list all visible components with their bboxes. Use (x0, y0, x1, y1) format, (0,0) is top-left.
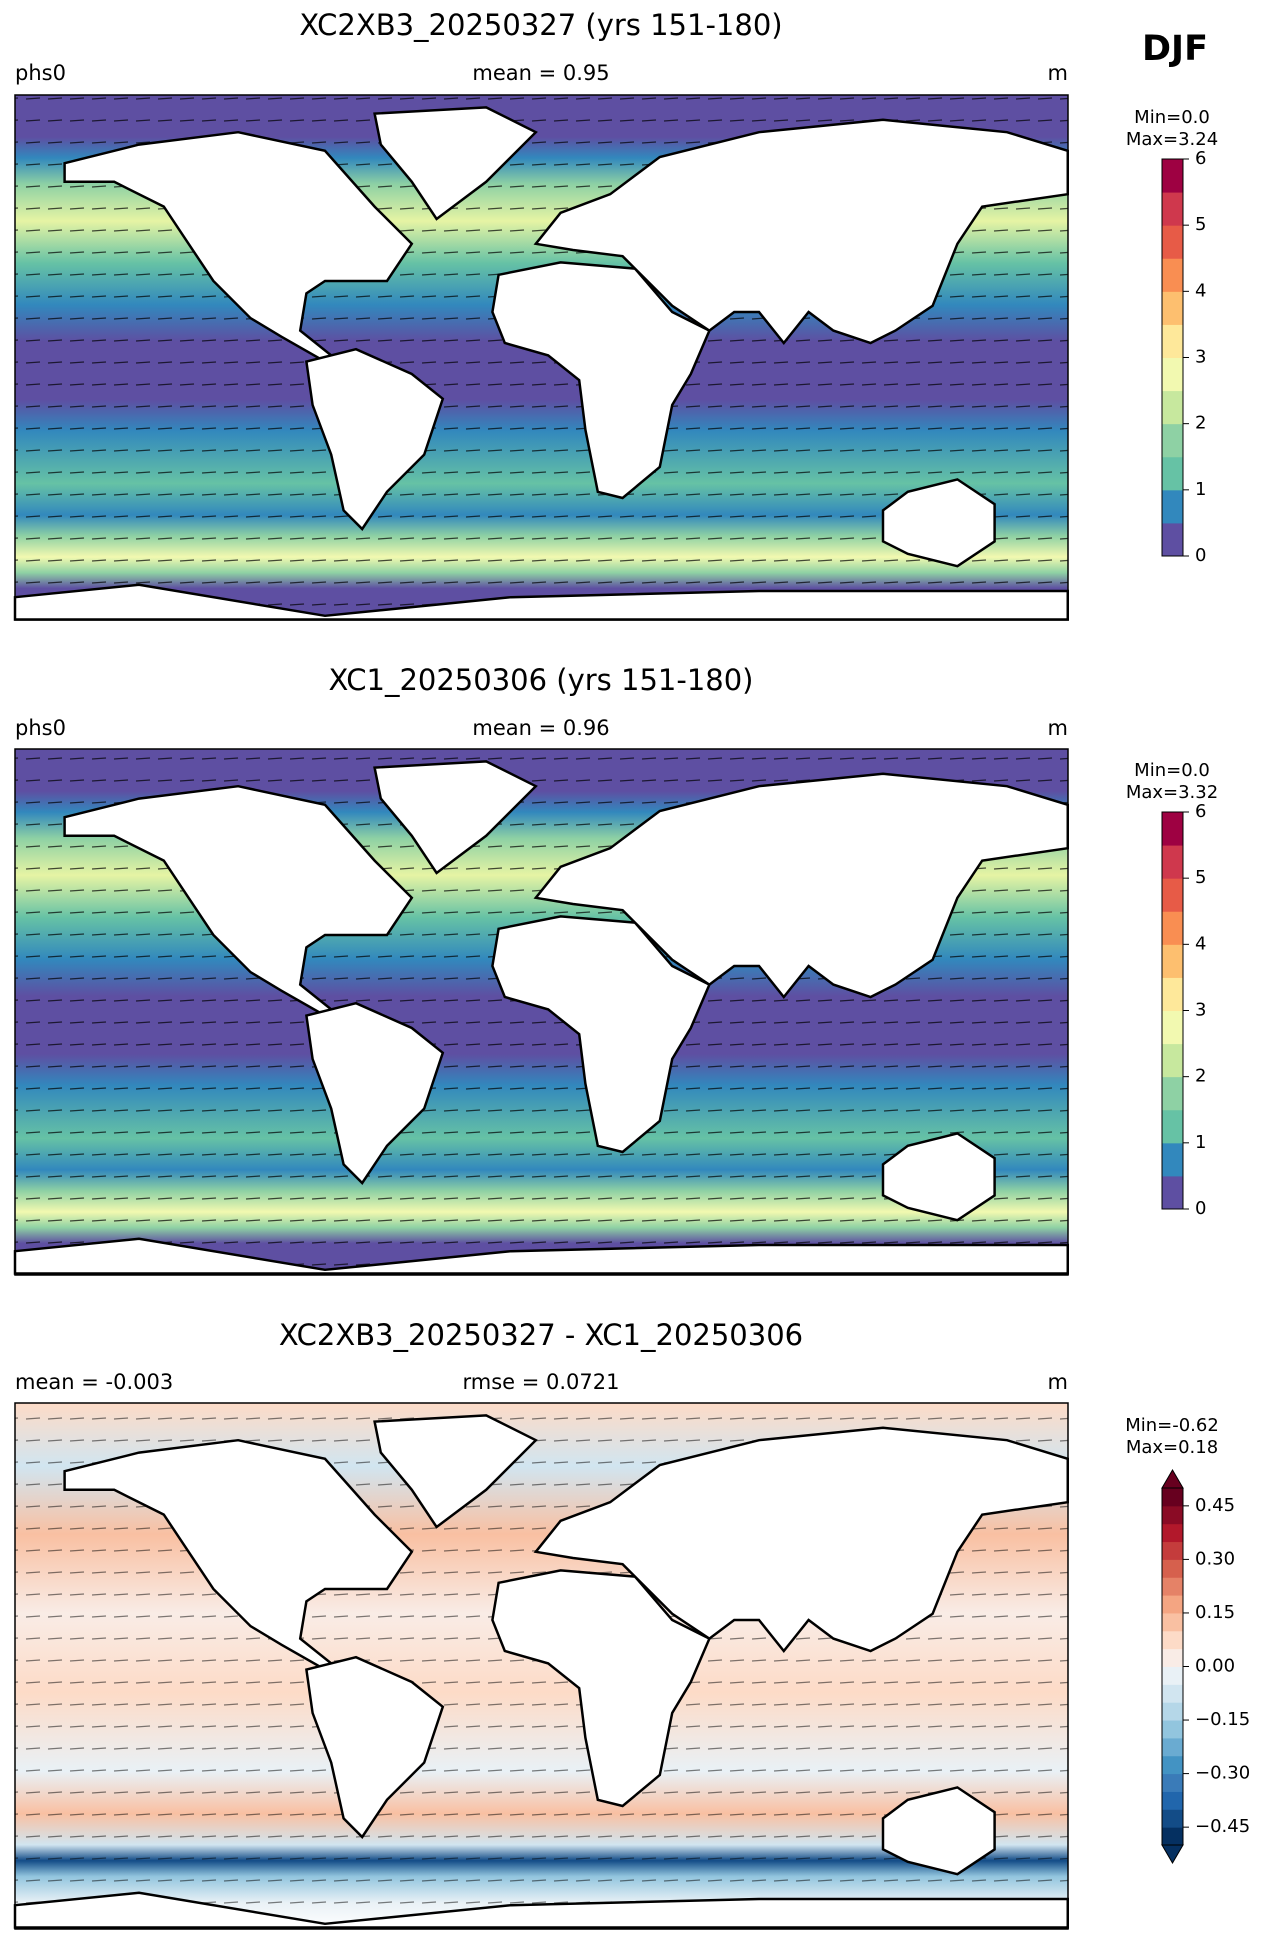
colorbar-cell (1162, 489, 1183, 524)
panel-title: XC1_20250306 (yrs 151-180) (329, 663, 754, 697)
colorbar-tick-label: −0.30 (1195, 1763, 1250, 1784)
min-text: Min=-0.62 (1125, 1415, 1219, 1436)
max-text: Max=0.18 (1126, 1437, 1218, 1458)
colorbar-cell (1162, 1612, 1183, 1632)
colorbar-cell (1162, 911, 1183, 945)
colorbar-cell (1162, 1577, 1183, 1596)
colorbar-tick-label: 0 (1195, 545, 1206, 566)
colorbar-tick-label: 6 (1195, 801, 1206, 822)
colorbar-tick-label: 6 (1195, 148, 1206, 169)
colorbar-cell (1162, 225, 1183, 259)
center-label: mean = 0.95 (472, 61, 609, 85)
panel-title: XC2XB3_20250327 (yrs 151-180) (299, 8, 782, 42)
colorbar-cell (1162, 324, 1183, 358)
min-text: Min=0.0 (1134, 107, 1210, 128)
colorbar-cell (1162, 1827, 1183, 1846)
colorbar-cell (1162, 258, 1183, 292)
colorbar-tick-label: 0.00 (1195, 1656, 1235, 1677)
colorbar-tick-label: −0.15 (1195, 1709, 1250, 1730)
left-label: phs0 (15, 716, 66, 740)
colorbar-tick-label: −0.45 (1195, 1816, 1250, 1837)
center-label: mean = 0.96 (472, 716, 609, 740)
map-panel (13, 748, 1070, 1276)
colorbar-extend (1161, 1469, 1184, 1489)
map-panel (13, 94, 1070, 621)
colorbar-tick-label: 5 (1195, 867, 1206, 888)
colorbar-cell (1162, 1666, 1183, 1685)
colorbar-cell (1162, 522, 1183, 557)
colorbar-cell (1162, 1755, 1183, 1775)
colorbar-tick-label: 0.15 (1195, 1602, 1235, 1623)
colorbar-tick-label: 0.45 (1195, 1495, 1235, 1516)
colorbar-tick-label: 2 (1195, 1066, 1206, 1087)
colorbar-cell (1162, 1809, 1183, 1828)
colorbar-cell (1162, 1595, 1183, 1614)
colorbar-cell (1162, 423, 1183, 458)
colorbar-tick-label: 4 (1195, 280, 1206, 301)
colorbar-cell (1162, 1175, 1183, 1210)
colorbar-extend (1161, 1844, 1184, 1864)
colorbar-cell (1162, 1505, 1183, 1525)
colorbar-tick-label: 4 (1195, 933, 1206, 954)
colorbar-tick-label: 5 (1195, 214, 1206, 235)
left-label: phs0 (15, 61, 66, 85)
colorbar-cell (1162, 977, 1183, 1011)
right-label: m (1048, 716, 1068, 740)
colorbar-cell (1162, 1648, 1183, 1667)
left-label: mean = -0.003 (15, 1370, 173, 1394)
colorbar-tick-label: 1 (1195, 1132, 1206, 1153)
colorbar-cell (1162, 1702, 1183, 1721)
colorbar-cell (1162, 1559, 1183, 1578)
colorbar-cell (1162, 878, 1183, 912)
colorbar-cell (1162, 1043, 1183, 1078)
max-text: Max=3.32 (1126, 782, 1218, 803)
colorbar-cell (1162, 1109, 1183, 1144)
colorbar-tick-label: 3 (1195, 1000, 1206, 1021)
colorbar-cell (1162, 1541, 1183, 1560)
colorbar-cell (1162, 1684, 1183, 1703)
colorbar-cell (1162, 812, 1183, 846)
colorbar-tick-label: 3 (1195, 347, 1206, 368)
colorbar-tick-label: 2 (1195, 413, 1206, 434)
colorbar-cell (1162, 390, 1183, 425)
max-text: Max=3.24 (1126, 129, 1218, 150)
colorbar-cell (1162, 944, 1183, 978)
colorbar-cell (1162, 1737, 1183, 1757)
center-label: rmse = 0.0721 (462, 1370, 619, 1394)
season-label: DJF (1142, 29, 1208, 69)
colorbar-tick-label: 1 (1195, 479, 1206, 500)
panel-title: XC2XB3_20250327 - XC1_20250306 (279, 1318, 803, 1352)
colorbar-cell (1162, 1142, 1183, 1177)
colorbar-cell (1162, 1773, 1183, 1792)
colorbar-cell (1162, 1523, 1183, 1543)
colorbar-cell (1162, 192, 1183, 226)
right-label: m (1048, 1370, 1068, 1394)
map-panel (13, 1402, 1070, 1930)
colorbar-cell (1162, 1630, 1183, 1650)
colorbar-cell (1162, 845, 1183, 879)
colorbar-tick-label: 0 (1195, 1198, 1206, 1219)
colorbar-cell (1162, 1791, 1183, 1810)
colorbar-cell (1162, 456, 1183, 491)
colorbar-cell (1162, 1720, 1183, 1739)
colorbar-cell (1162, 159, 1183, 193)
colorbar-cell (1162, 291, 1183, 325)
right-label: m (1048, 61, 1068, 85)
colorbar-tick-label: 0.30 (1195, 1548, 1235, 1569)
colorbar-cell (1162, 1010, 1183, 1045)
colorbar-cell (1162, 1488, 1183, 1507)
min-text: Min=0.0 (1134, 760, 1210, 781)
colorbar-cell (1162, 1076, 1183, 1111)
colorbar-cell (1162, 357, 1183, 392)
